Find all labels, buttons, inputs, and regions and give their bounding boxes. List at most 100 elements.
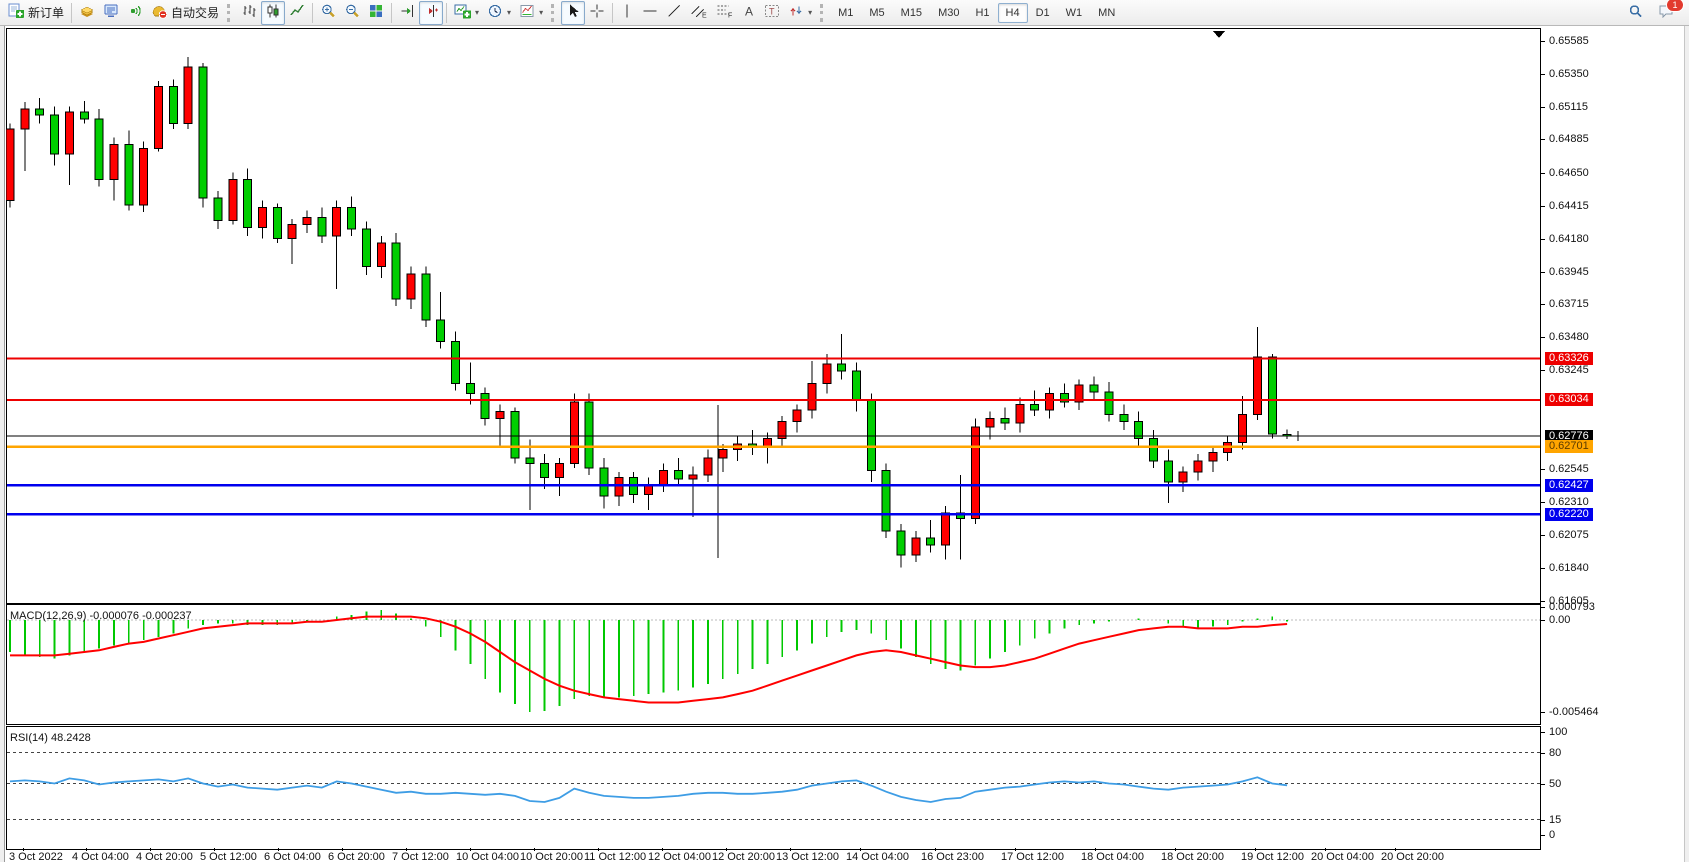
timeframe-mn[interactable]: MN bbox=[1098, 6, 1116, 19]
rsi-axis-tick bbox=[1541, 783, 1545, 785]
time-label: 11 Oct 12:00 bbox=[584, 851, 647, 862]
line-chart-button[interactable] bbox=[285, 1, 309, 25]
candle-bear bbox=[926, 537, 936, 546]
time-tick bbox=[23, 848, 24, 851]
arrows-button[interactable]: ▾ bbox=[784, 1, 816, 25]
candle-bear bbox=[584, 401, 594, 469]
vertical-line-button[interactable] bbox=[616, 1, 638, 25]
text-button[interactable]: A bbox=[738, 1, 760, 25]
main-price-chart[interactable] bbox=[6, 28, 1541, 605]
cursor-button[interactable] bbox=[561, 0, 586, 25]
time-label: 10 Oct 04:00 bbox=[456, 851, 519, 862]
time-tick bbox=[1255, 848, 1256, 851]
price-tick bbox=[1541, 41, 1545, 42]
candle-bull bbox=[658, 470, 668, 487]
tile-windows-button[interactable] bbox=[364, 1, 388, 25]
text-label-button[interactable]: T bbox=[760, 1, 784, 25]
candle-bull bbox=[20, 108, 30, 130]
time-label: 18 Oct 04:00 bbox=[1081, 851, 1144, 862]
candle-bear bbox=[1134, 420, 1144, 439]
macd-panel[interactable] bbox=[6, 604, 1541, 725]
timeframe-w1[interactable]: W1 bbox=[1065, 6, 1083, 19]
zoom-in-button[interactable] bbox=[316, 1, 340, 25]
time-label: 7 Oct 12:00 bbox=[392, 851, 449, 862]
toolbar-grip[interactable] bbox=[551, 3, 557, 22]
timeframe-m5[interactable]: M5 bbox=[869, 6, 885, 19]
time-label: 13 Oct 12:00 bbox=[776, 851, 839, 862]
auto-trading-button[interactable]: 自动交易 bbox=[147, 1, 223, 25]
new-order-button[interactable]: 新订单 bbox=[4, 1, 68, 25]
timeframe-d1[interactable]: D1 bbox=[1035, 6, 1050, 19]
chart-window: ▼AUDUSD-,H40.62788 0.62823 0.62754 0.627… bbox=[0, 26, 1689, 862]
toolbar-grip[interactable] bbox=[820, 3, 826, 22]
price-tick bbox=[1541, 271, 1545, 273]
price-label-0.62220: 0.62220 bbox=[1545, 507, 1593, 521]
new-chart-icon bbox=[454, 3, 472, 22]
candle-bull bbox=[6, 128, 15, 202]
auto-scroll-button[interactable] bbox=[395, 1, 419, 25]
price-tick bbox=[1541, 600, 1545, 602]
separator bbox=[71, 2, 73, 23]
new-order-icon bbox=[8, 3, 25, 22]
rsi-line bbox=[9, 776, 1288, 803]
rsi-axis-tick bbox=[1541, 819, 1545, 821]
timeframe-h1[interactable]: H1 bbox=[975, 6, 990, 19]
rsi-axis-tick bbox=[1541, 835, 1545, 836]
chart-shift-icon bbox=[423, 3, 439, 22]
price-tick-label: 0.61605 bbox=[1549, 594, 1589, 607]
rsi-axis-label: 100 bbox=[1549, 726, 1568, 738]
toolbar-grip[interactable] bbox=[227, 3, 233, 22]
time-tick bbox=[1395, 848, 1396, 851]
timeframe-m30[interactable]: M30 bbox=[938, 6, 960, 19]
data-window-button[interactable] bbox=[99, 1, 123, 25]
rsi-panel[interactable] bbox=[6, 726, 1541, 850]
timeframe-h4[interactable]: H4 bbox=[997, 2, 1028, 23]
fibonacci-button[interactable]: F bbox=[712, 1, 738, 25]
trendline-button[interactable] bbox=[662, 1, 686, 25]
price-tick bbox=[1541, 74, 1545, 76]
time-tick bbox=[470, 848, 471, 851]
timeframe-m15[interactable]: M15 bbox=[900, 6, 923, 19]
candle-bear bbox=[79, 111, 89, 120]
new-chart-button[interactable]: ▾ bbox=[450, 1, 483, 25]
horizontal-line-button[interactable] bbox=[638, 1, 662, 25]
macd-signal-line bbox=[10, 615, 1288, 704]
time-label: 10 Oct 20:00 bbox=[520, 851, 583, 862]
candle-bull bbox=[139, 148, 149, 206]
window-frame-right bbox=[1684, 26, 1689, 862]
notifications-button[interactable]: 1 bbox=[1654, 0, 1684, 25]
candle-bull bbox=[257, 207, 267, 228]
cursor-icon bbox=[565, 3, 581, 22]
auto-trading-label: 自动交易 bbox=[171, 6, 220, 20]
fibonacci-icon: F bbox=[716, 3, 734, 22]
bar-chart-icon bbox=[241, 3, 257, 22]
rsi-axis-tick bbox=[1541, 752, 1545, 754]
time-label: 6 Oct 04:00 bbox=[264, 851, 321, 862]
zoom-out-button[interactable] bbox=[340, 1, 364, 25]
candle-bear bbox=[955, 512, 965, 519]
time-tick bbox=[790, 848, 791, 851]
templates-button[interactable]: ▾ bbox=[515, 1, 547, 25]
market-watch-button[interactable] bbox=[75, 1, 99, 25]
periods-button[interactable]: ▾ bbox=[483, 1, 515, 25]
timeframe-m1[interactable]: M1 bbox=[838, 6, 854, 19]
candlestick-chart-button[interactable] bbox=[261, 0, 286, 25]
search-button[interactable] bbox=[1623, 1, 1648, 25]
sound-button[interactable] bbox=[123, 1, 147, 25]
chart-shift-button[interactable] bbox=[419, 0, 444, 25]
price-tick-label: 0.65115 bbox=[1549, 101, 1588, 114]
price-tick bbox=[1541, 205, 1545, 207]
time-axis[interactable]: 3 Oct 2022 4 Oct 04:00 4 Oct 20:00 5 Oct 12… bbox=[6, 848, 1541, 862]
time-tick bbox=[598, 848, 599, 851]
candle-bear bbox=[50, 114, 60, 155]
bar-chart-button[interactable] bbox=[237, 1, 261, 25]
price-tick-label: 0.63245 bbox=[1549, 364, 1589, 377]
macd-axis-label: 0.000793 bbox=[1549, 600, 1595, 613]
price-axis[interactable]: 0.65585 0.65350 0.65115 0.64885 0.64650 0.644… bbox=[1541, 26, 1689, 862]
candle-bull bbox=[228, 179, 238, 221]
equidistant-channel-button[interactable]: E bbox=[686, 1, 712, 25]
candle-bear bbox=[896, 530, 906, 556]
macd-axis-tick bbox=[1541, 606, 1545, 608]
crosshair-button[interactable] bbox=[585, 1, 609, 25]
chevron-down-icon: ▾ bbox=[539, 8, 544, 17]
